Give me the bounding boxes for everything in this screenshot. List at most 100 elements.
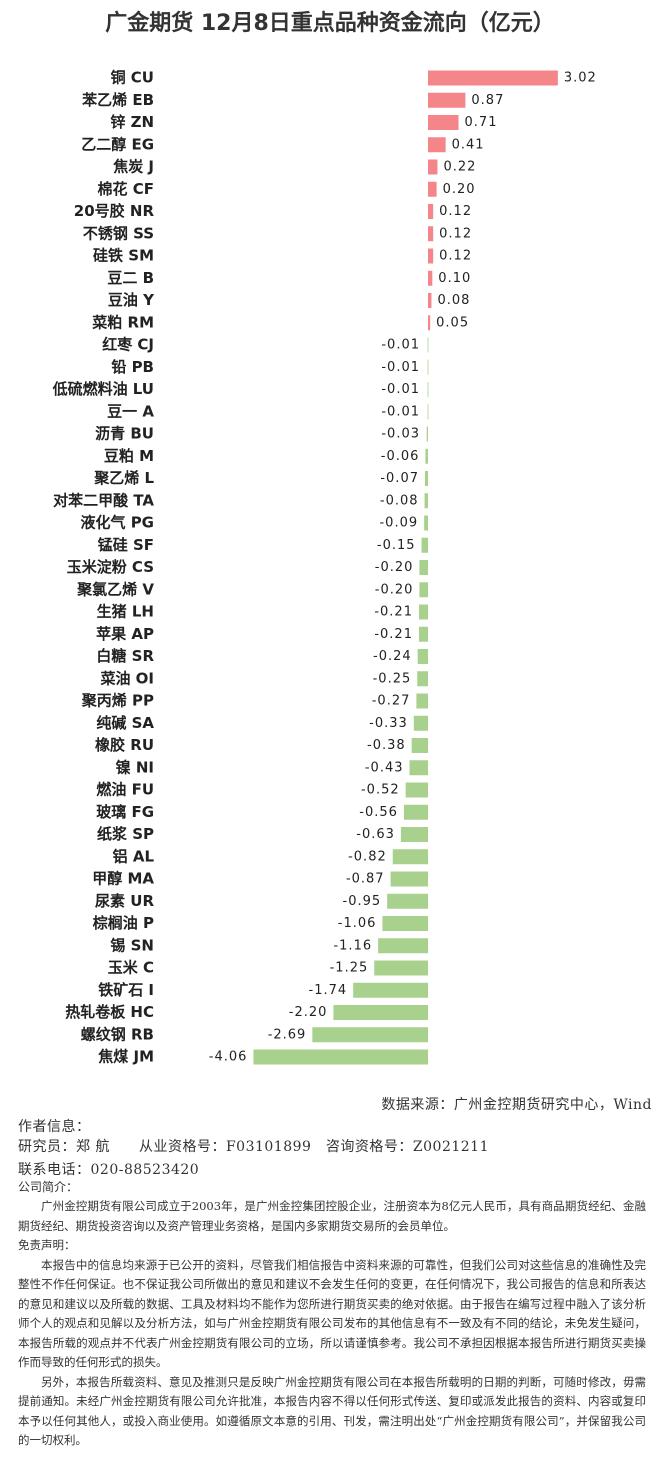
category-label: 对苯二甲酸 TA [53, 491, 154, 509]
category-label: 沥青 BU [95, 425, 154, 443]
researcher: 研究员：郑 航 从业资格号：F03101899 咨询资格号：Z0021211 [18, 1139, 489, 1155]
value-label: 0.41 [452, 137, 485, 152]
category-label: 纸浆 SP [97, 825, 154, 843]
chart-title: 广金期货 12月8日重点品种资金流向（亿元） [105, 10, 555, 36]
bar [428, 270, 433, 286]
category-label: 菜油 OI [99, 669, 154, 687]
category-label: 铅 PB [111, 358, 154, 376]
value-label: -0.06 [381, 449, 420, 464]
bar [424, 493, 428, 509]
bar [411, 738, 428, 753]
category-label: 聚丙烯 PP [81, 692, 154, 710]
bar [428, 204, 434, 219]
bar [428, 137, 446, 153]
disclaimer-heading: 免责声明： [18, 1238, 76, 1252]
company-text: 广州金控期货有限公司成立于2003年，是广州金控集团控股企业，注册资本为8亿元人… [18, 1197, 646, 1451]
category-label: 低硫燃料油 LU [52, 380, 154, 398]
category-label: 白糖 SR [96, 647, 154, 665]
value-label: -0.87 [346, 872, 385, 887]
value-label: 0.12 [439, 226, 472, 241]
author-heading: 作者信息： [18, 1119, 91, 1135]
bar [390, 871, 428, 887]
company: 广州金控期货有限公司成立于2003年，是广州金控集团控股企业，注册资本为8亿元人… [18, 1199, 646, 1233]
bar [416, 693, 428, 709]
category-label: 纯碱 SA [96, 714, 154, 732]
bar [378, 938, 428, 954]
bar [387, 893, 428, 909]
value-label: -0.52 [361, 783, 400, 798]
value-label: 0.71 [465, 115, 498, 130]
value-label: -4.06 [209, 1050, 248, 1065]
bar [428, 315, 431, 331]
bar [421, 537, 428, 553]
category-label: 豆二 B [107, 269, 154, 287]
bar [418, 626, 428, 642]
bar [427, 382, 429, 397]
category-label: 豆油 Y [108, 291, 155, 309]
value-label: -0.21 [374, 605, 413, 620]
company-heading: 公司简介： [18, 1180, 79, 1194]
bar [419, 582, 428, 598]
bar [427, 337, 429, 353]
category-label: 锰硅 SF [98, 536, 154, 554]
value-label: 0.12 [439, 249, 472, 264]
value-label: 0.12 [439, 204, 472, 219]
category-label: 玉米 C [108, 959, 154, 977]
source: 数据来源：广州金控期货研究中心，Wind [381, 1097, 652, 1113]
value-label: -0.03 [381, 427, 420, 442]
category-label: 铝 AL [113, 847, 155, 865]
category-label: 红枣 CJ [102, 336, 154, 354]
value-label: -0.38 [367, 738, 406, 753]
category-label: 焦炭 J [112, 158, 154, 176]
bar [419, 560, 428, 575]
category-label: 液化气 PG [80, 514, 154, 532]
bar [427, 359, 429, 375]
value-label: 0.22 [443, 160, 476, 175]
bar [253, 1049, 428, 1065]
category-label: 镍 NI [116, 758, 154, 776]
value-label: -0.63 [356, 827, 395, 842]
phone: 联系电话：020-88523420 [18, 1162, 200, 1178]
bar [428, 181, 437, 197]
category-label: 乙二醇 EG [81, 135, 154, 153]
bar [428, 70, 558, 86]
category-label: 豆一 A [107, 402, 154, 420]
bar [424, 515, 428, 531]
category-label: 热轧卷板 HC [65, 1003, 154, 1021]
category-label: 铜 CU [111, 69, 154, 87]
bar [374, 960, 428, 976]
bar [392, 849, 428, 865]
category-label: 棉花 CF [98, 180, 154, 198]
disclaimer: 另外，本报告所载资料、意见及推测只是反映广州金控期货有限公司在本报告所载明的日期… [18, 1374, 646, 1448]
bar [417, 671, 428, 687]
value-label: 0.20 [443, 182, 476, 197]
value-label: -2.69 [268, 1027, 307, 1042]
value-label: -1.74 [309, 983, 348, 998]
bar [353, 982, 428, 998]
category-label: 玉米淀粉 CS [67, 558, 154, 576]
bar [428, 248, 434, 264]
value-label: -0.01 [381, 338, 420, 353]
value-label: -0.01 [381, 404, 420, 419]
category-label: 苹果 AP [96, 625, 154, 643]
bar [403, 804, 428, 820]
bar [425, 448, 428, 464]
bar [428, 159, 438, 175]
disclaimer: 本报告中的信息均来源于已公开的资料，尽管我们相信报告中资料来源的可靠性，但我们公… [18, 1257, 646, 1370]
bar [418, 604, 428, 620]
value-label: -0.95 [343, 894, 382, 909]
value-label: 0.05 [436, 315, 469, 330]
category-label: 聚氯乙烯 V [76, 580, 154, 598]
bar [413, 715, 428, 731]
category-label: 棕榈油 P [93, 914, 154, 932]
category-label: 玻璃 FG [96, 803, 154, 821]
bar [428, 115, 459, 130]
value-label: 0.10 [438, 271, 471, 286]
category-label: 燃油 FU [96, 781, 154, 799]
value-label: -0.33 [369, 716, 408, 731]
category-label: 橡胶 RU [95, 736, 154, 754]
value-label: -0.08 [380, 493, 419, 508]
bar [428, 226, 434, 242]
value-label: -0.01 [381, 360, 420, 375]
category-label: 不锈钢 SS [83, 224, 154, 242]
